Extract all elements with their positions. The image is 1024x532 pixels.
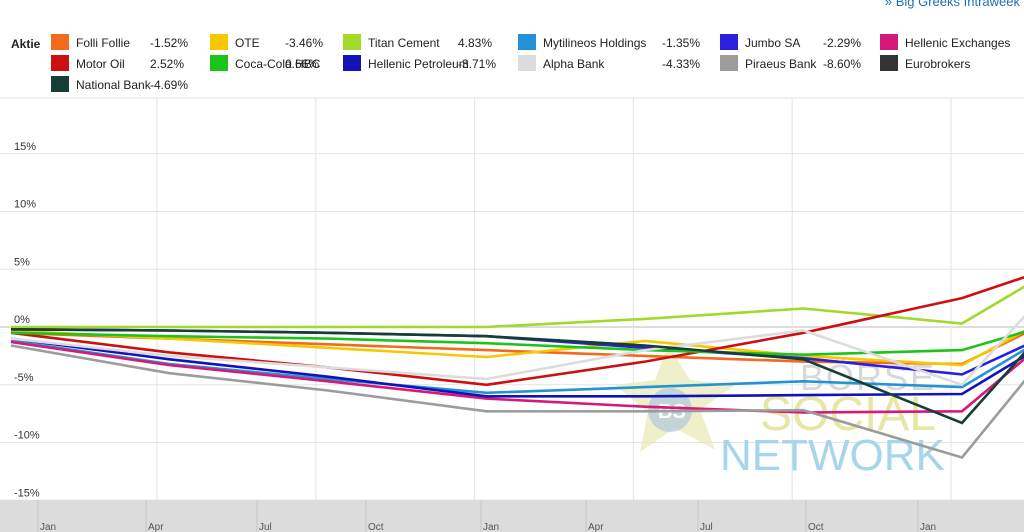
y-tick-label: 15% — [14, 141, 36, 153]
x-tick-label: Jan — [40, 522, 56, 532]
series-line — [10, 330, 1024, 357]
y-tick-label: 5% — [14, 256, 30, 268]
legend-swatch — [880, 34, 898, 50]
chart-legend: Aktie Folli Follie -1.52% OTE -3.46% Titan C… — [0, 34, 1024, 98]
watermark-line2: SOCIAL — [760, 388, 936, 441]
legend-swatch — [210, 34, 228, 50]
legend-series-name: Piraeus Bank — [745, 57, 817, 71]
series-line — [10, 339, 1024, 395]
legend-series-name: Motor Oil — [76, 57, 125, 71]
chart-grid: 15% 10% 5% 0% -5% -10% -15% — [0, 97, 1024, 501]
legend-series-change: 2.52% — [150, 57, 185, 71]
legend-series-name: OTE — [235, 36, 260, 50]
x-axis-band — [0, 500, 1024, 532]
x-tick-label: Jan — [920, 522, 936, 532]
series-line — [10, 331, 1024, 366]
legend-swatch — [518, 34, 536, 50]
legend-series-name: Hellenic Exchanges — [905, 36, 1011, 50]
x-tick-label: Apr — [588, 522, 604, 532]
big-greeks-intraweek-link[interactable]: » Big Greeks Intraweek — [884, 0, 1020, 9]
legend-swatch — [51, 76, 69, 92]
watermark-line3: NETWORK — [720, 431, 945, 480]
legend-series-name: Titan Cement — [368, 36, 440, 50]
legend-swatch — [343, 55, 361, 71]
series-line — [10, 337, 1024, 398]
legend-swatch — [343, 34, 361, 50]
x-tick-label: Jan — [483, 522, 499, 532]
legend-title: Aktie — [11, 37, 41, 51]
legend-series-name: Eurobrokers — [905, 57, 971, 71]
y-tick-label: 0% — [14, 314, 30, 326]
x-tick-label: Oct — [368, 522, 384, 532]
legend-swatch — [880, 55, 898, 71]
y-tick-label: 10% — [14, 199, 36, 211]
y-tick-label: -10% — [14, 430, 40, 442]
legend-series-change: -4.69% — [150, 78, 189, 92]
legend-series-change: -1.52% — [150, 36, 189, 50]
legend-series-change: -3.46% — [285, 36, 324, 50]
legend-swatch — [720, 34, 738, 50]
legend-series-name: National Bank — [76, 78, 151, 92]
legend-series-change: -8.60% — [823, 57, 862, 71]
boerse-social-network-watermark: BS BÖRSE SOCIAL NETWORK — [615, 345, 945, 480]
x-tick-label: Jul — [259, 522, 272, 532]
legend-swatch — [210, 55, 228, 71]
y-tick-label: -5% — [14, 372, 34, 384]
legend-series-name: Jumbo SA — [745, 36, 801, 50]
x-tick-label: Oct — [808, 522, 824, 532]
legend-series-change: 0.66% — [285, 57, 320, 71]
x-tick-label: Apr — [148, 522, 164, 532]
series-line — [11, 285, 1024, 329]
legend-swatch — [51, 34, 69, 50]
x-tick-label: Jul — [700, 522, 713, 532]
legend-series-name: Mytilineos Holdings — [543, 36, 647, 50]
legend-series-name: Alpha Bank — [543, 57, 605, 71]
legend-series-name: Coca-Cola HBC — [235, 57, 321, 71]
legend-series-change: -4.33% — [662, 57, 701, 71]
legend-series-name: Folli Follie — [76, 36, 131, 50]
legend-swatch — [518, 55, 536, 71]
legend-swatch — [51, 55, 69, 71]
series-line — [10, 340, 1024, 414]
x-axis: Jan Apr Jul Oct Jan Apr Jul Oct Jan — [0, 500, 1024, 532]
legend-series-change: -2.29% — [823, 36, 862, 50]
series-line — [10, 344, 1024, 459]
y-tick-label: -15% — [14, 487, 40, 499]
legend-swatch — [720, 55, 738, 71]
legend-series-change: 4.83% — [458, 36, 493, 50]
chart-series — [10, 275, 1024, 459]
series-line — [10, 315, 1024, 387]
legend-series-change: -3.71% — [458, 57, 497, 71]
legend-series-name: Hellenic Petroleum — [368, 57, 469, 71]
legend-series-change: -1.35% — [662, 36, 701, 50]
series-line — [10, 328, 1024, 425]
